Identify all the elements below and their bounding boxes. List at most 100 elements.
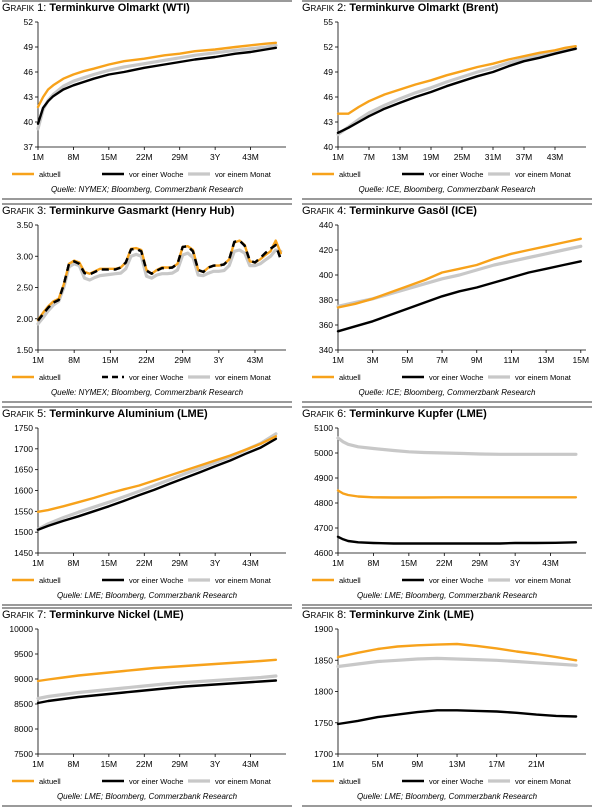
y-tick-label: 1700 [314,749,333,759]
x-tick-label: 1M [32,759,44,769]
chart-svg: 7500 8000 8500 9000 9500 10000 1M 8M 15M 22M 29M 3Y… [9,624,286,786]
legend-label-aktuell: aktuell [339,576,361,585]
series-line-aktuell [336,489,578,499]
legend-label-aktuell: aktuell [39,170,61,179]
y-tick-label: 1800 [314,687,333,697]
y-tick-label: 440 [319,220,333,230]
panel-top-rule [2,0,292,2]
x-tick-label: 15M [401,558,418,568]
chart-title: Grafik 4: Terminkurve Gasöl (ICE) [302,205,477,217]
series-line-vor-woche [336,47,577,135]
y-tick-label: 3.00 [16,251,33,261]
legend-label-vor-woche: vor einer Woche [429,576,483,585]
series-line-aktuell [36,658,278,683]
chart-title: Grafik 7: Terminkurve Nickel (LME) [2,609,184,621]
legend-label-vor-monat: vor einem Monat [515,373,572,382]
x-tick-label: 43M [242,759,259,769]
y-tick-label: 49 [24,42,34,52]
chart-title-text: Terminkurve Olmarkt (Brent) [349,2,499,14]
y-tick-label: 8500 [14,699,33,709]
y-tick-label: 1550 [14,506,33,516]
series-line-vor-woche [36,679,278,705]
y-tick-label: 4900 [314,473,333,483]
x-tick-label: 7M [363,152,375,162]
y-tick-label: 360 [319,320,333,330]
panel-bottom-rule [2,401,292,403]
chart-panel-6: Grafik 6: Terminkurve Kupfer (LME) 4600 4… [302,406,592,606]
x-tick-label: 5M [401,355,413,365]
legend-label-vor-monat: vor einem Monat [215,777,272,786]
x-tick-label: 15M [101,152,118,162]
y-tick-label: 46 [24,67,34,77]
x-tick-label: 7M [436,355,448,365]
chart-title-text: Terminkurve Olmarkt (WTI) [49,2,190,14]
x-tick-label: 22M [138,355,155,365]
x-tick-label: 8M [68,152,80,162]
y-tick-label: 55 [324,17,334,27]
panel-top-rule [2,406,292,408]
x-tick-label: 1M [332,152,344,162]
chart-svg: 40 43 46 49 52 55 1M 7M 13M 19M 25M 31M 37M 43M aktuel… [312,17,586,179]
panel-bottom-rule [302,805,592,807]
x-tick-label: 43M [247,355,264,365]
chart-source: Quelle: LME; Bloomberg, Commerzbank Rese… [356,591,538,600]
legend-label-vor-woche: vor einer Woche [429,777,483,786]
chart-panel-5: Grafik 5: Terminkurve Aluminium (LME) 14… [2,406,292,606]
y-tick-label: 4800 [314,498,333,508]
y-tick-label: 9000 [14,674,33,684]
y-tick-label: 5000 [314,448,333,458]
x-tick-label: 29M [171,759,188,769]
x-tick-label: 29M [171,558,188,568]
legend-label-aktuell: aktuell [339,373,361,382]
x-tick-label: 3Y [210,759,221,769]
chart-title-text: Terminkurve Gasöl (ICE) [349,205,477,217]
chart-panel-2: Grafik 2: Terminkurve Olmarkt (Brent) 40… [302,0,592,200]
chart-svg: 1.50 2.00 2.50 3.00 3.50 1M 8M 15M 22M 29M 3Y 43M ak… [12,220,286,382]
y-tick-label: 1600 [14,486,33,496]
legend-label-aktuell: aktuell [339,170,361,179]
chart-title-text: Terminkurve Aluminium (LME) [49,408,208,420]
chart-prefix: Grafik 1: [2,2,47,14]
chart-panel-3: Grafik 3: Terminkurve Gasmarkt (Henry Hu… [2,203,292,403]
chart-prefix: Grafik 5: [2,408,47,420]
chart-title: Grafik 6: Terminkurve Kupfer (LME) [302,408,487,420]
panel-bottom-rule [2,604,292,606]
series-line-aktuell [336,642,578,662]
y-tick-label: 49 [324,67,334,77]
x-tick-label: 15M [101,558,118,568]
y-tick-label: 340 [319,345,333,355]
panel-top-rule [302,0,592,2]
x-tick-label: 17M [488,759,505,769]
chart-title-text: Terminkurve Gasmarkt (Henry Hub) [49,205,235,217]
legend-label-vor-monat: vor einem Monat [515,777,572,786]
chart-source: Quelle: ICE, Bloomberg, Commerzbank Rese… [358,185,536,194]
x-tick-label: 21M [528,759,545,769]
chart-prefix: Grafik 8: [302,609,347,621]
series-line-vor-monat [36,248,283,326]
y-tick-label: 420 [319,245,333,255]
y-tick-label: 1650 [14,465,33,475]
panel-top-rule [302,406,592,408]
chart-svg: 1700 1750 1800 1850 1900 1M 5M 9M 13M 17M 21M aktue… [312,624,586,786]
x-tick-label: 3M [367,355,379,365]
legend-label-vor-monat: vor einem Monat [215,373,272,382]
panel-top-rule [302,607,592,609]
x-tick-label: 3Y [214,355,225,365]
y-tick-label: 400 [319,270,333,280]
series-line-aktuell [336,237,582,309]
x-tick-label: 1M [332,355,344,365]
y-tick-label: 9500 [14,649,33,659]
chart-source: Quelle: LME; Bloomberg, Commerzbank Rese… [56,792,238,801]
y-tick-label: 1900 [314,624,333,634]
series-line-vor-woche [336,535,578,545]
x-tick-label: 1M [32,152,44,162]
legend-label-vor-woche: vor einer Woche [129,373,183,382]
x-tick-label: 43M [242,152,259,162]
x-tick-label: 13M [538,355,555,365]
chart-svg: 4600 4700 4800 4900 5000 5100 1M 8M 15M 22M 29M 3Y 4… [312,423,586,585]
series-line-vor-woche [336,260,582,333]
chart-source: Quelle: ICE; Bloomberg, Commerzbank Rese… [358,388,536,397]
series-line-vor-monat [36,43,278,131]
chart-title-text: Terminkurve Nickel (LME) [49,609,184,621]
x-tick-label: 8M [68,355,80,365]
